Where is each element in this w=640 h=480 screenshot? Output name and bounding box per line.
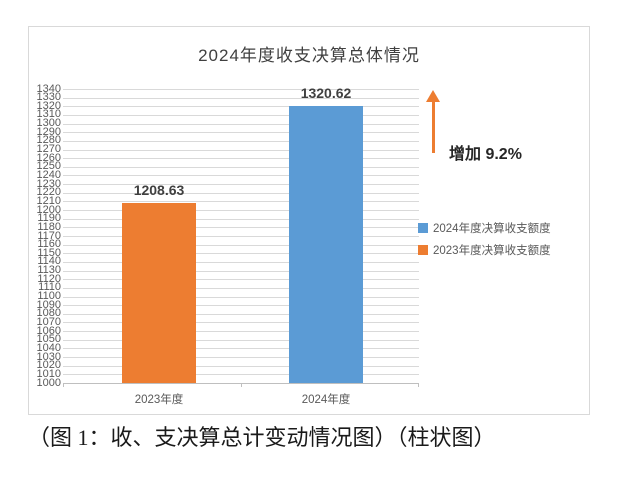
y-axis-tick-label: 1340 [36, 82, 61, 95]
y-axis-tick-label: 1310 [36, 108, 61, 121]
y-axis-tick-label: 1100 [37, 290, 61, 303]
y-axis-tick-label: 1300 [36, 117, 61, 130]
bar-value-label: 1208.63 [133, 181, 185, 198]
y-axis-tick-label: 1200 [36, 203, 61, 216]
legend-swatch-icon [418, 245, 428, 255]
gridline [63, 140, 419, 142]
y-axis-tick-label: 1000 [36, 376, 61, 389]
y-axis-tick-label: 1210 [36, 194, 61, 207]
gridline [63, 210, 419, 212]
gridline [63, 313, 419, 315]
y-axis-tick-label: 1320 [36, 99, 61, 112]
y-axis-tick-label: 1110 [38, 281, 61, 294]
y-axis-tick-label: 1150 [37, 246, 61, 259]
gridline [63, 270, 419, 272]
y-axis-tick-label: 1090 [36, 298, 61, 311]
legend-item: 2023年度决算收支额度 [418, 239, 551, 261]
y-axis-tick-label: 1280 [36, 134, 61, 147]
y-axis-tick-label: 1070 [36, 315, 61, 328]
y-axis-tick-label: 1120 [37, 272, 61, 285]
gridline [63, 89, 419, 90]
y-axis-tick-label: 1290 [36, 125, 61, 138]
gridline [63, 132, 419, 134]
gridline [63, 331, 419, 333]
y-axis-tick-label: 1260 [36, 151, 61, 164]
gridline [63, 296, 419, 298]
x-axis-tick [241, 383, 242, 387]
gridline [63, 253, 419, 255]
legend-label: 2023年度决算收支额度 [433, 245, 551, 257]
gridline [63, 339, 419, 341]
chart-legend: 2024年度决算收支额度 2023年度决算收支额度 [418, 217, 551, 261]
increase-arrow-icon [426, 90, 440, 102]
y-axis-tick-label: 1030 [36, 350, 61, 363]
y-axis-tick-label: 1330 [36, 91, 61, 104]
gridline [63, 97, 419, 99]
y-axis-tick-label: 1270 [36, 143, 61, 156]
y-axis-tick-label: 1170 [37, 229, 61, 242]
y-axis-tick-label: 1240 [36, 168, 61, 181]
y-axis-tick-label: 1180 [37, 220, 61, 233]
gridline [63, 166, 419, 168]
y-axis-tick-label: 1020 [36, 359, 61, 372]
gridline [63, 244, 419, 246]
increase-arrow-shaft [432, 100, 435, 153]
legend-swatch-icon [418, 223, 428, 233]
gridline [63, 218, 419, 220]
y-axis-tick-label: 1230 [36, 177, 61, 190]
y-axis-tick-label: 1140 [37, 255, 61, 268]
gridline [63, 236, 419, 237]
legend-item: 2024年度决算收支额度 [418, 217, 551, 239]
x-axis-category-label: 2023年度 [134, 394, 184, 406]
gridline [63, 184, 419, 186]
y-axis-tick-label: 1010 [36, 367, 61, 380]
y-axis-tick-label: 1080 [36, 307, 61, 320]
bar-2024年度 [289, 105, 363, 383]
gridline [63, 158, 419, 160]
gridline [63, 123, 419, 125]
gridline [63, 175, 419, 177]
gridline [63, 374, 419, 376]
bar-2023年度 [122, 202, 196, 383]
y-axis-tick-label: 1250 [36, 160, 61, 173]
x-axis-tick [418, 383, 419, 387]
gridline [63, 365, 419, 367]
y-axis-tick-label: 1050 [36, 333, 61, 346]
bar-value-label: 1320.62 [300, 84, 352, 101]
gridline [63, 287, 419, 289]
increase-annotation: 增加 9.2% [449, 146, 522, 163]
gridline [63, 261, 419, 263]
chart-container: 2024年度收支决算总体情况 1000 1010 1020 1030 1040 1050 1… [28, 26, 590, 415]
gridline [63, 106, 419, 108]
legend-label: 2024年度决算收支额度 [433, 223, 551, 235]
gridline [63, 227, 419, 229]
figure-caption: （图 1：收、支决算总计变动情况图）（柱状图） [28, 425, 496, 450]
x-axis-category-label: 2024年度 [301, 394, 351, 406]
gridline [63, 192, 419, 194]
y-axis-tick-label: 1040 [36, 341, 61, 354]
y-axis-tick-label: 1190 [37, 212, 61, 225]
chart-title: 2024年度收支决算总体情况 [198, 46, 420, 65]
y-axis-tick-label: 1160 [37, 238, 61, 251]
gridline [63, 305, 419, 307]
gridline [63, 149, 419, 151]
gridline [63, 357, 419, 359]
gridline [63, 322, 419, 324]
x-axis-tick [63, 383, 64, 387]
gridline [63, 201, 419, 203]
gridline [63, 348, 419, 350]
y-axis-tick-label: 1060 [36, 324, 61, 337]
gridline [63, 114, 419, 116]
y-axis-tick-label: 1220 [36, 186, 61, 199]
gridline [63, 279, 419, 281]
y-axis-tick-label: 1130 [37, 264, 61, 277]
